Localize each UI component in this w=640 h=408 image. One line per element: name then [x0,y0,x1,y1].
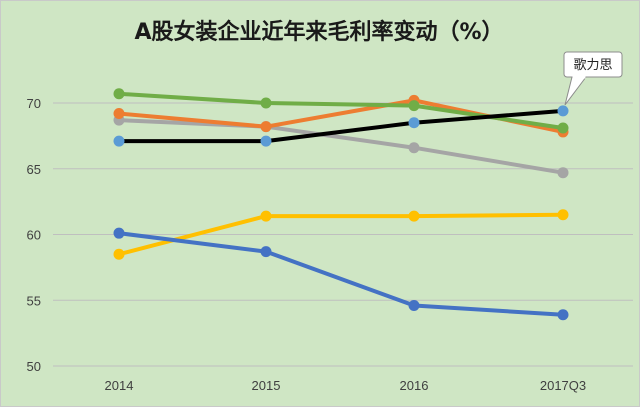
y-tick-label: 60 [27,228,41,243]
series-layer [113,88,569,321]
y-tick-label: 50 [27,359,41,374]
callout-label: 歌力思 [573,58,612,73]
data-point [113,108,125,120]
data-point [113,135,125,147]
x-tick-label: 2015 [252,378,281,393]
data-point [408,300,420,312]
series-line [117,212,565,257]
data-point [113,227,125,239]
callout-pointer [564,76,587,106]
series-line [117,118,565,175]
y-axis: 50 55 60 65 70 [27,96,41,374]
data-point [408,210,420,222]
data-point [260,135,272,147]
data-point [408,117,420,129]
data-point [408,142,420,154]
data-point [557,167,569,179]
callout-joint [572,75,586,79]
data-point [408,100,420,112]
x-tick-label: 2016 [400,378,429,393]
data-point [113,248,125,260]
series-line [117,231,565,317]
annotation-layer: 歌力思 [563,51,623,106]
data-point [260,97,272,109]
x-tick-label: 2014 [105,378,134,393]
data-point [557,105,569,117]
series-1 [113,88,569,134]
callout-box [563,51,623,78]
y-tick-label: 70 [27,96,41,111]
y-tick-label: 65 [27,162,41,177]
series-line [117,108,565,144]
series-4 [113,209,569,260]
data-point [260,246,272,258]
x-axis: 2014 2015 2016 2017Q3 [105,378,587,393]
data-point [557,209,569,221]
series-5 [113,227,569,321]
data-point [260,210,272,222]
x-tick-label: 2017Q3 [540,378,586,393]
chart-title: A股女装企业近年来毛利率变动（%） [134,19,503,45]
data-point [113,88,125,100]
data-point [260,121,272,133]
y-tick-label: 55 [27,293,41,308]
data-point [557,309,569,321]
data-point [557,122,569,134]
series-0 [113,105,569,147]
